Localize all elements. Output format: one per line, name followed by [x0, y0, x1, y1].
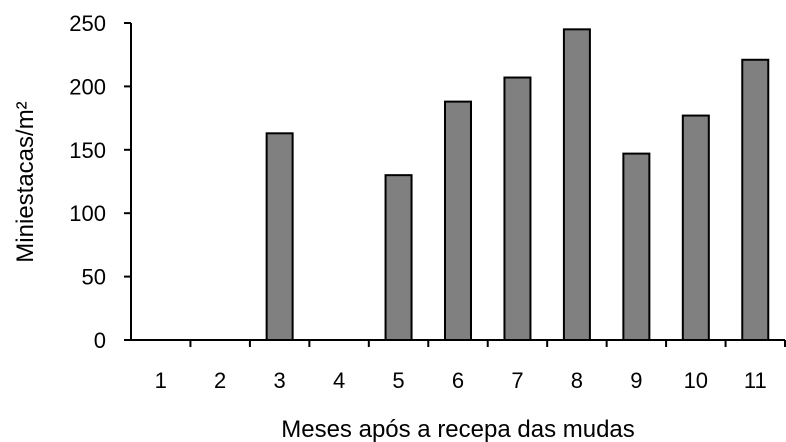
x-tick-label-5: 5 — [392, 368, 404, 393]
x-tick-label-6: 6 — [452, 368, 464, 393]
x-tick-label-2: 2 — [214, 368, 226, 393]
x-tick-label-7: 7 — [511, 368, 523, 393]
y-ticks: 0 50 100 150 200 250 — [69, 11, 131, 353]
x-tick-label-9: 9 — [630, 368, 642, 393]
y-tick-label-200: 200 — [69, 74, 106, 99]
bar-group — [265, 28, 770, 342]
bar-3 — [265, 132, 294, 341]
bar-7 — [503, 76, 532, 342]
bar-5 — [384, 174, 413, 341]
x-ticks: 1 2 3 4 5 6 7 8 9 10 11 — [155, 340, 786, 393]
bar-6 — [444, 100, 472, 341]
x-tick-label-10: 10 — [684, 368, 708, 393]
axes — [130, 23, 785, 341]
y-tick-label-0: 0 — [94, 328, 106, 353]
x-tick-label-11: 11 — [744, 368, 767, 393]
x-axis-title: Meses após a recepa das mudas — [281, 416, 635, 442]
x-tick-label-8: 8 — [571, 368, 583, 393]
y-axis-title: Miniestacas/m² — [12, 101, 39, 262]
bar-9 — [622, 152, 651, 341]
x-tick-label-4: 4 — [333, 368, 345, 393]
y-tick-label-100: 100 — [69, 201, 106, 226]
y-tick-label-50: 50 — [82, 265, 106, 290]
bar-8 — [562, 28, 591, 342]
bar-10 — [681, 114, 710, 342]
bar-11 — [741, 58, 770, 341]
y-tick-label-250: 250 — [69, 11, 106, 36]
x-tick-label-3: 3 — [274, 368, 286, 393]
y-tick-label-150: 150 — [69, 138, 106, 163]
x-tick-label-1: 1 — [155, 368, 167, 393]
